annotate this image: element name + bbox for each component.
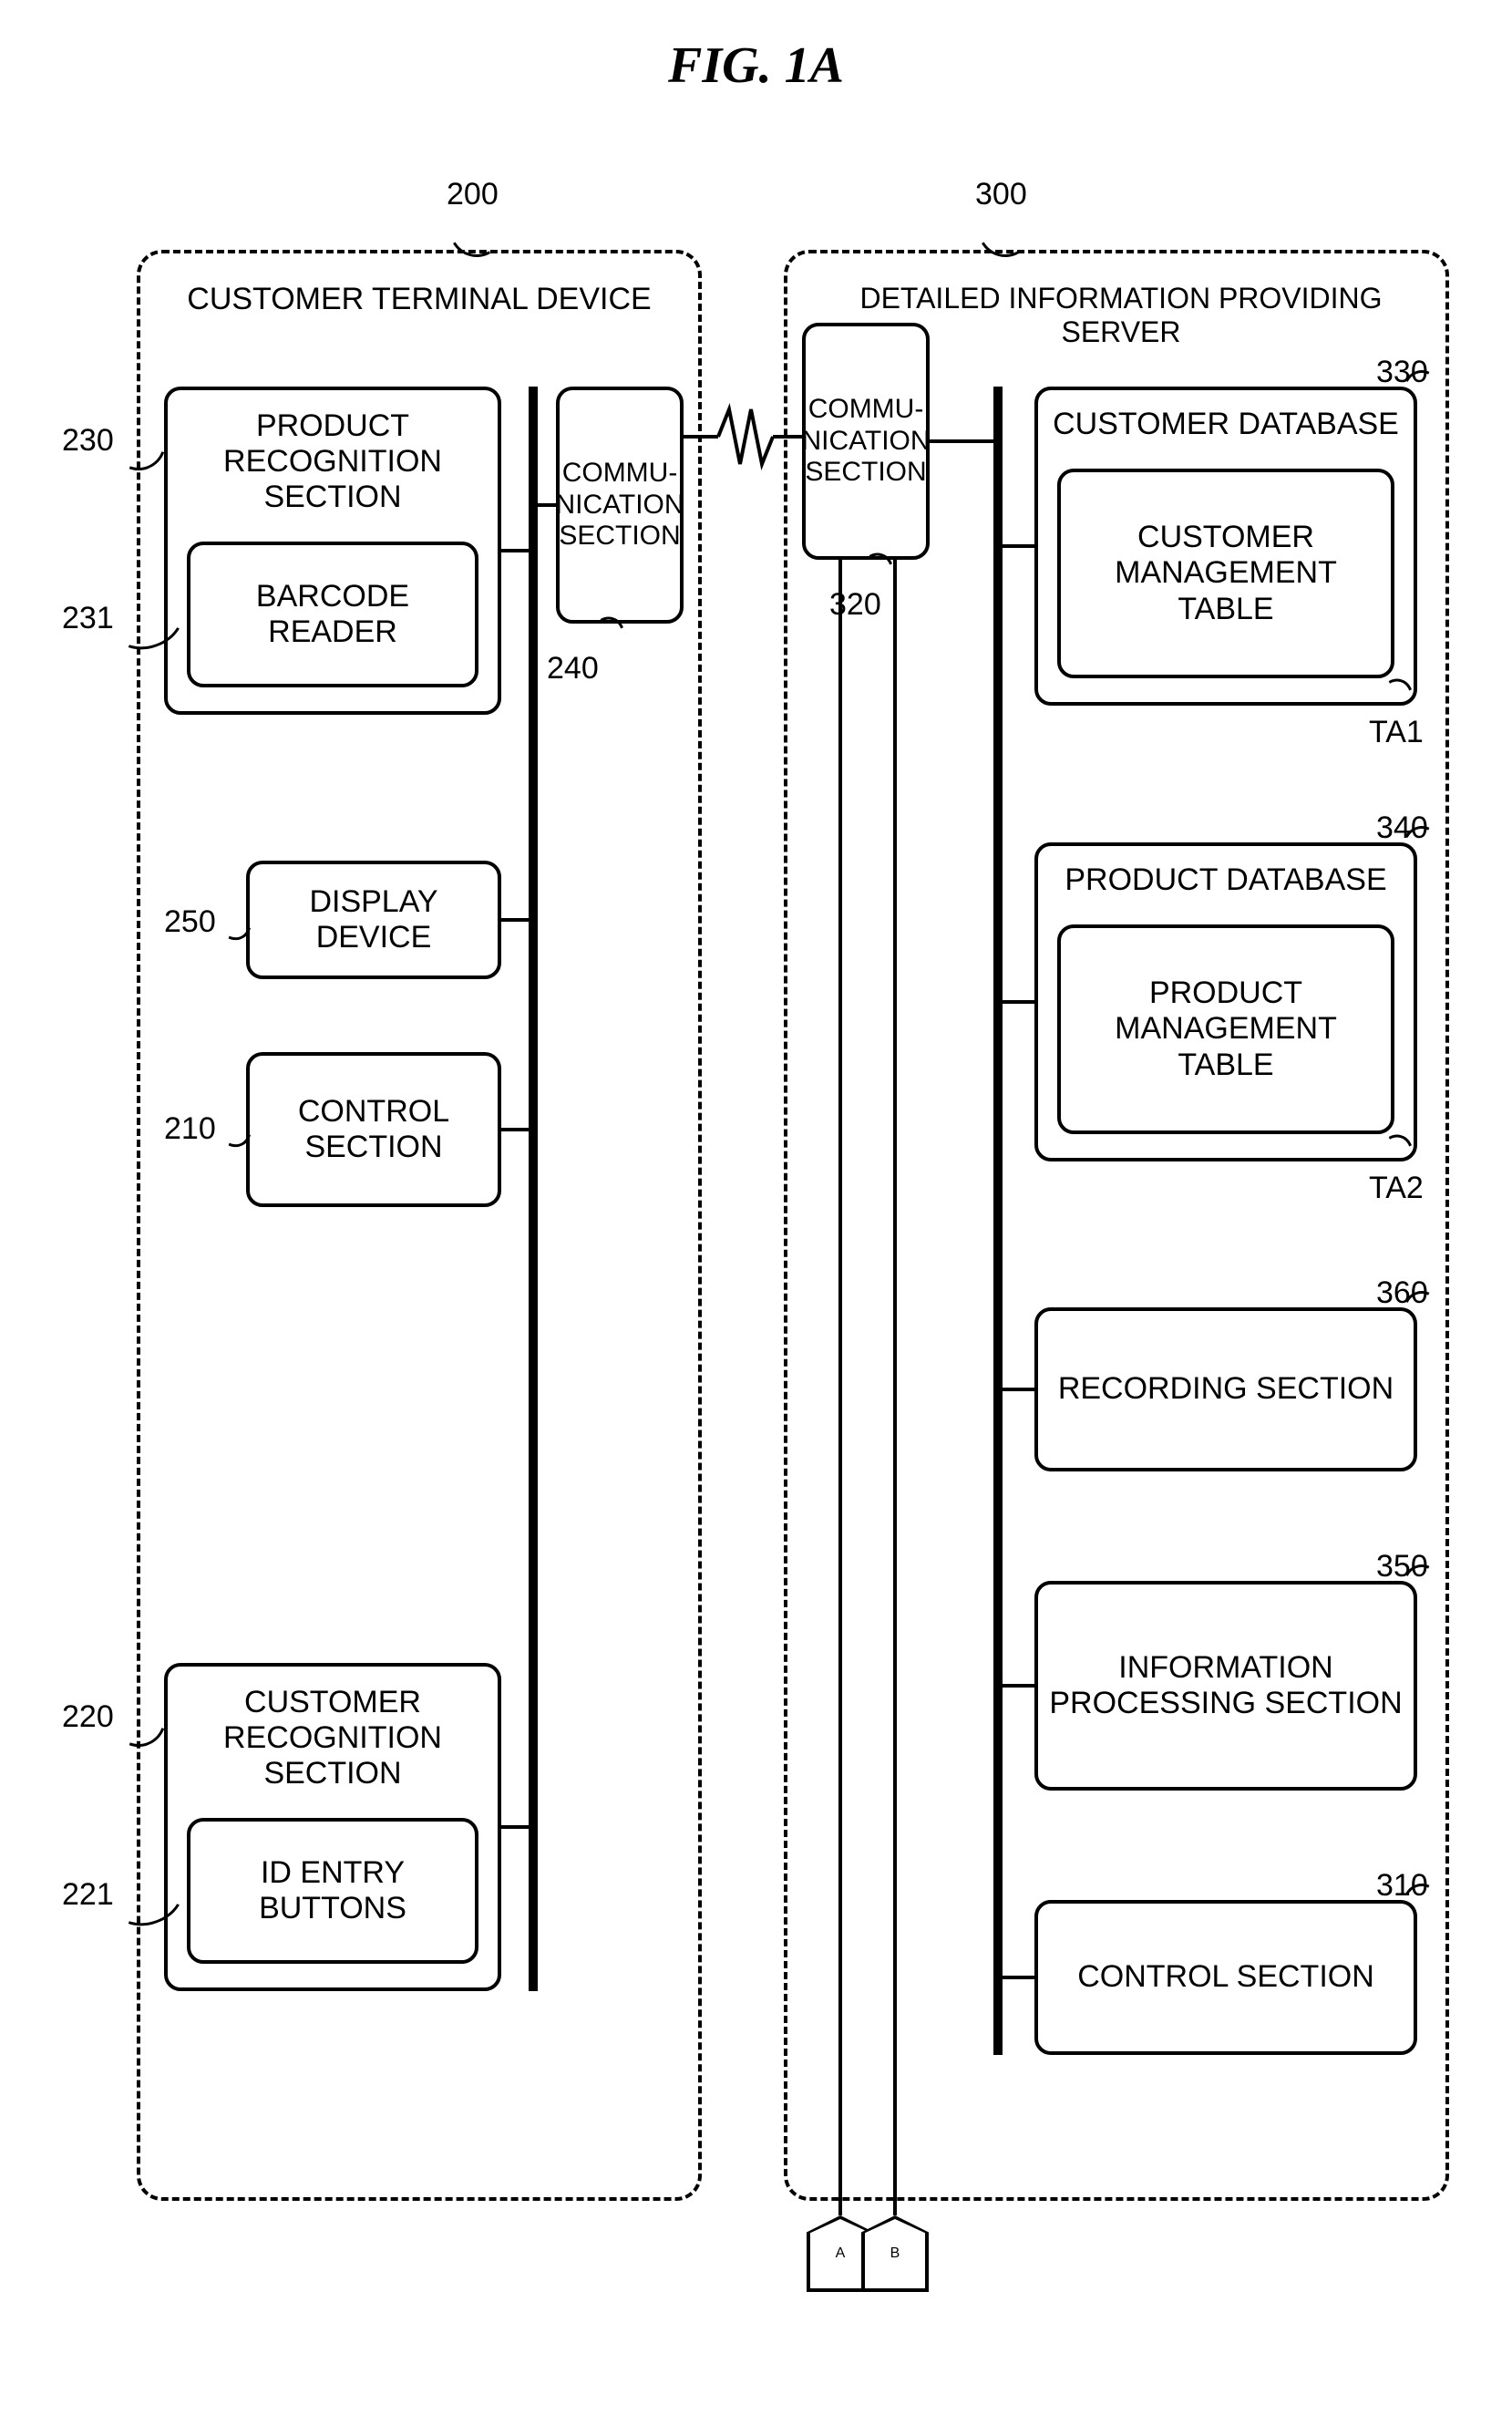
ref-210: 210 [164, 1111, 216, 1147]
communication-section-300-box: COMMU- NICATION SECTION [802, 323, 930, 560]
customer-recognition-label: CUSTOMER RECOGNITION SECTION [173, 1685, 492, 1791]
ref-221: 221 [62, 1877, 114, 1913]
ref-220: 220 [62, 1699, 114, 1735]
customer-database-label: CUSTOMER DATABASE [1053, 407, 1399, 442]
id-entry-buttons-label: ID ENTRY BUTTONS [196, 1855, 469, 1926]
product-mgmt-table-box: PRODUCT MANAGEMENT TABLE [1057, 924, 1394, 1134]
product-mgmt-table-label: PRODUCT MANAGEMENT TABLE [1066, 976, 1385, 1082]
conn-330-bus [1003, 544, 1034, 548]
communication-section-300-label: COMMU- NICATION SECTION [801, 394, 930, 489]
customer-mgmt-table-label: CUSTOMER MANAGEMENT TABLE [1066, 520, 1385, 626]
bus-300 [993, 387, 1003, 2055]
diagram-canvas: 200 CUSTOMER TERMINAL DEVICE PRODUCT REC… [36, 131, 1476, 2319]
conn-350-bus [1003, 1684, 1034, 1688]
ref-250: 250 [164, 904, 216, 940]
connector-a-label: A [836, 2245, 846, 2262]
conn-320-b-v [893, 560, 897, 2215]
control-section-300-label: CONTROL SECTION [1077, 1959, 1374, 1995]
product-recognition-label: PRODUCT RECOGNITION SECTION [173, 408, 492, 515]
ref-240: 240 [547, 651, 599, 687]
display-device-label: DISPLAY DEVICE [255, 884, 492, 955]
conn-310-bus [1003, 1976, 1034, 1979]
ref-230: 230 [62, 423, 114, 459]
product-database-label: PRODUCT DATABASE [1065, 862, 1386, 898]
conn-210-bus [501, 1128, 533, 1131]
conn-230-bus [501, 549, 533, 552]
customer-mgmt-table-box: CUSTOMER MANAGEMENT TABLE [1057, 469, 1394, 678]
id-entry-buttons-box: ID ENTRY BUTTONS [187, 1818, 478, 1964]
info-processing-label: INFORMATION PROCESSING SECTION [1049, 1650, 1402, 1721]
customer-terminal-title: CUSTOMER TERMINAL DEVICE [182, 282, 656, 317]
barcode-reader-box: BARCODE READER [187, 542, 478, 687]
ref-231: 231 [62, 601, 114, 636]
barcode-reader-label: BARCODE READER [196, 579, 469, 650]
control-section-200-box: CONTROL SECTION [246, 1052, 501, 1207]
recording-section-label: RECORDING SECTION [1058, 1371, 1394, 1407]
control-section-200-label: CONTROL SECTION [255, 1094, 492, 1165]
connector-b: B [861, 2215, 929, 2292]
communication-section-200-label: COMMU- NICATION SECTION [555, 458, 684, 552]
connector-b-label: B [890, 2245, 900, 2262]
conn-360-bus [1003, 1388, 1034, 1391]
bus-200 [529, 387, 538, 1991]
conn-240-bus [538, 503, 556, 507]
recording-section-box: RECORDING SECTION [1034, 1307, 1417, 1471]
info-processing-box: INFORMATION PROCESSING SECTION [1034, 1581, 1417, 1791]
conn-320-bus [930, 439, 993, 443]
communication-section-200-box: COMMU- NICATION SECTION [556, 387, 684, 624]
figure-title: FIG. 1A [36, 36, 1476, 95]
conn-340-bus [1003, 1000, 1034, 1004]
conn-250-bus [501, 918, 533, 922]
control-section-300-box: CONTROL SECTION [1034, 1900, 1417, 2055]
conn-320-a-v [838, 560, 842, 2215]
conn-220-bus [501, 1825, 533, 1829]
display-device-box: DISPLAY DEVICE [246, 861, 501, 979]
